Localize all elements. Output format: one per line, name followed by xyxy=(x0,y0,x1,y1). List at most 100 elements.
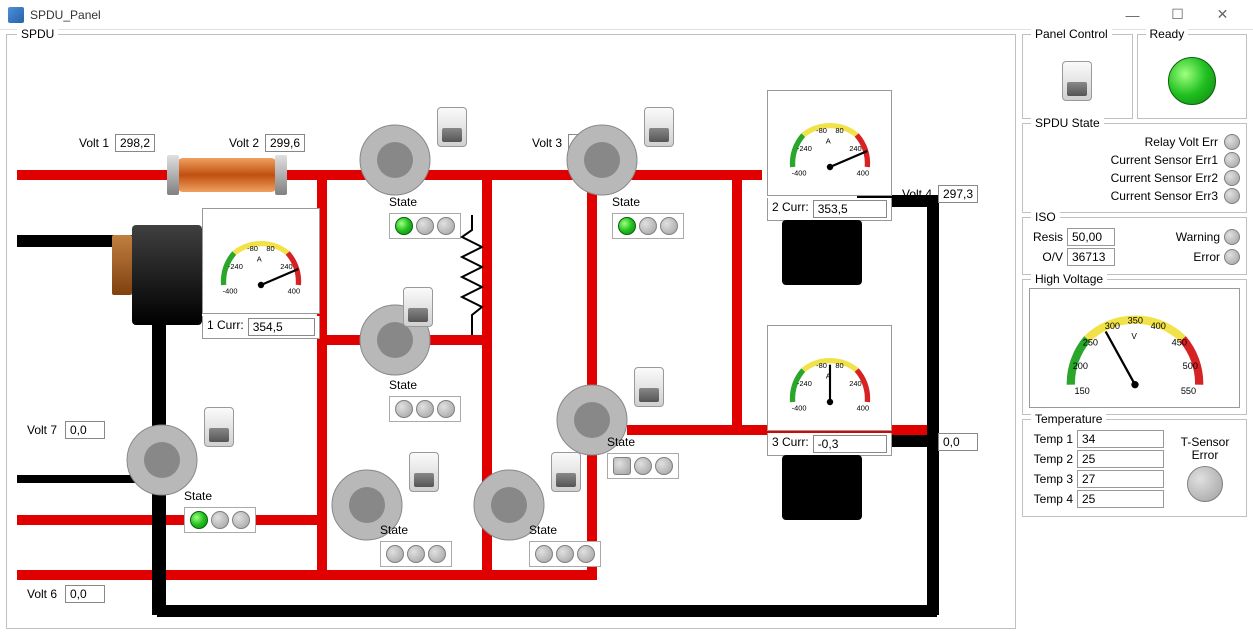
volt6-label: Volt 6 xyxy=(27,587,57,601)
svg-text:240: 240 xyxy=(849,144,861,153)
svg-text:200: 200 xyxy=(1072,361,1087,371)
temp2-label: Temp 2 xyxy=(1029,452,1073,466)
hv-gauge-box: 150 200 250 300 350 400 450 500 550 V xyxy=(1029,288,1240,408)
iso-resis-value: 50,00 xyxy=(1067,228,1115,246)
svg-text:80: 80 xyxy=(835,361,843,370)
temp3-label: Temp 3 xyxy=(1029,472,1073,486)
tsensor-error-led xyxy=(1187,466,1223,502)
relay-6-switch[interactable] xyxy=(409,452,439,492)
state-led-3 xyxy=(1224,188,1240,204)
svg-text:400: 400 xyxy=(856,169,868,178)
svg-text:-400: -400 xyxy=(791,404,806,413)
relay-5-state xyxy=(184,507,256,533)
current1-label: 1 Curr: xyxy=(207,318,244,336)
relay-6-led3 xyxy=(428,545,446,563)
svg-text:A: A xyxy=(257,255,262,264)
svg-text:-400: -400 xyxy=(223,287,238,296)
panel-control-group: Panel Control xyxy=(1022,34,1133,119)
red-vert-4 xyxy=(732,170,742,430)
svg-text:250: 250 xyxy=(1082,337,1097,347)
relay-6-led2 xyxy=(407,545,425,563)
svg-text:500: 500 xyxy=(1182,361,1197,371)
svg-text:V: V xyxy=(1131,332,1137,341)
state-led-1 xyxy=(1224,152,1240,168)
relay-3-led2 xyxy=(416,400,434,418)
spdu-diagram-panel: SPDU Volt 1 298,2 Volt 2 299,6 Volt 3 29… xyxy=(6,34,1016,629)
connector-block-mid xyxy=(782,455,862,520)
current2-value: 353,5 xyxy=(813,200,887,218)
volt1-value: 298,2 xyxy=(115,134,155,152)
svg-text:80: 80 xyxy=(835,126,843,135)
relay-2-state-label: State xyxy=(612,195,640,209)
volt5-value: 0,0 xyxy=(938,433,978,451)
spdu-state-title: SPDU State xyxy=(1031,116,1104,130)
temp1-value: 34 xyxy=(1077,430,1164,448)
current3-readout: 3 Curr: -0,3 xyxy=(767,433,892,456)
gauge-current-1: -400 -240 -80 80 240 400 A xyxy=(202,208,320,314)
relay-2-led1 xyxy=(618,217,636,235)
relay-4-switch[interactable] xyxy=(634,367,664,407)
svg-text:-240: -240 xyxy=(796,379,811,388)
red-bus-low1 xyxy=(17,515,322,525)
relay-5-switch[interactable] xyxy=(204,407,234,447)
volt5-label: Volt 5 xyxy=(902,435,932,449)
gauge-current-2: -400 -240 -80 80 240 400 A xyxy=(767,90,892,196)
spdu-groupbox-title: SPDU xyxy=(17,27,58,41)
iso-ov-label: O/V xyxy=(1029,250,1063,264)
black-vert-right xyxy=(927,195,939,615)
state-row-relay-volt: Relay Volt Err xyxy=(1029,134,1240,150)
relay-1-led1 xyxy=(395,217,413,235)
relay-7-state xyxy=(529,541,601,567)
relay-1-state xyxy=(389,213,461,239)
iso-title: ISO xyxy=(1031,210,1060,224)
relay-7-led1 xyxy=(535,545,553,563)
svg-text:150: 150 xyxy=(1074,386,1089,396)
volt4-value: 297,3 xyxy=(938,185,978,203)
svg-text:-240: -240 xyxy=(796,144,811,153)
relay-7-state-label: State xyxy=(529,523,557,537)
state-row-curr2: Current Sensor Err2 xyxy=(1029,170,1240,186)
relay-1-led3 xyxy=(437,217,455,235)
svg-text:350: 350 xyxy=(1127,315,1142,325)
volt7-value: 0,0 xyxy=(65,421,105,439)
relay-4-led1 xyxy=(613,457,631,475)
relay-7-led3 xyxy=(577,545,595,563)
relay-1-led2 xyxy=(416,217,434,235)
current2-readout: 2 Curr: 353,5 xyxy=(767,198,892,221)
volt6-value: 0,0 xyxy=(65,585,105,603)
window-close-button[interactable]: ✕ xyxy=(1200,0,1245,30)
volt7-label: Volt 7 xyxy=(27,423,57,437)
ready-led xyxy=(1168,57,1216,105)
ready-group: Ready xyxy=(1137,34,1248,119)
main-contactor xyxy=(132,225,202,325)
temp4-value: 25 xyxy=(1077,490,1164,508)
current3-value: -0,3 xyxy=(813,435,887,453)
volt1-label: Volt 1 xyxy=(79,136,109,150)
window-minimize-button[interactable]: — xyxy=(1110,0,1155,30)
state-label-2: Current Sensor Err2 xyxy=(1111,171,1218,185)
relay-5-state-label: State xyxy=(184,489,212,503)
window-maximize-button[interactable]: ☐ xyxy=(1155,0,1200,30)
iso-warning-led xyxy=(1224,229,1240,245)
panel-control-switch[interactable] xyxy=(1062,61,1092,101)
svg-text:80: 80 xyxy=(266,244,274,253)
relay-1-switch[interactable] xyxy=(437,107,467,147)
relay-1-state-label: State xyxy=(389,195,417,209)
relay-6-state-label: State xyxy=(380,523,408,537)
relay-5-led3 xyxy=(232,511,250,529)
svg-text:450: 450 xyxy=(1171,337,1186,347)
relay-5-led1 xyxy=(190,511,208,529)
relay-5-led2 xyxy=(211,511,229,529)
relay-2-switch[interactable] xyxy=(644,107,674,147)
svg-text:-80: -80 xyxy=(247,244,258,253)
temperature-group: Temperature Temp 1 34 Temp 2 25 Temp 3 2… xyxy=(1022,419,1247,517)
relay-4-led2 xyxy=(634,457,652,475)
relay-7-switch[interactable] xyxy=(551,452,581,492)
relay-6-state xyxy=(380,541,452,567)
red-bus-low2 xyxy=(17,570,597,580)
precharge-resistor xyxy=(457,215,487,338)
relay-3-switch[interactable] xyxy=(403,287,433,327)
state-label-3: Current Sensor Err3 xyxy=(1111,189,1218,203)
current1-value: 354,5 xyxy=(248,318,315,336)
temp1-label: Temp 1 xyxy=(1029,432,1073,446)
